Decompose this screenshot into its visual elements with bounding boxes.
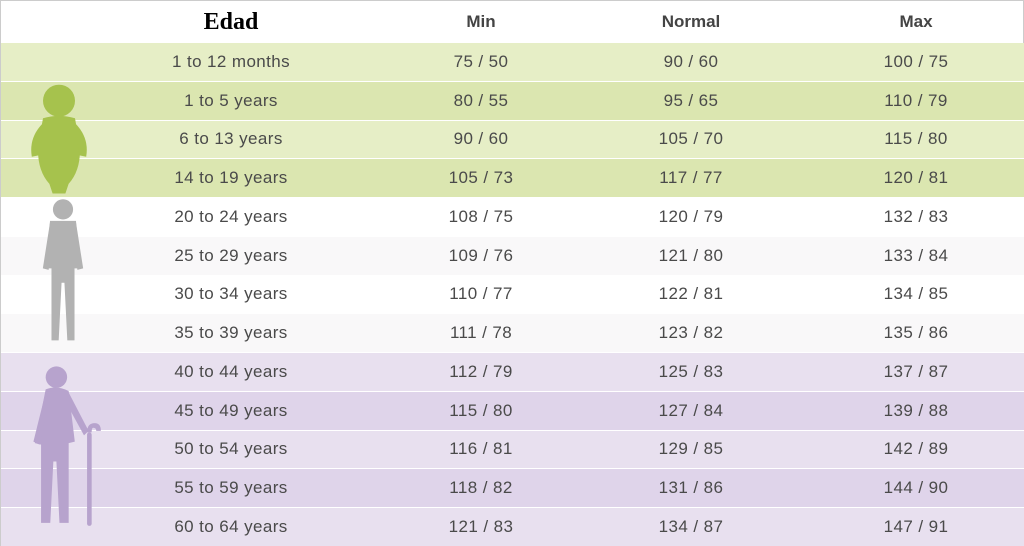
cell-max: 142 / 89 bbox=[841, 431, 991, 469]
cell-max: 120 / 81 bbox=[841, 159, 991, 197]
cell-min: 105 / 73 bbox=[411, 159, 551, 197]
cell-normal: 95 / 65 bbox=[611, 82, 771, 120]
cell-normal: 134 / 87 bbox=[611, 508, 771, 546]
cell-max: 110 / 79 bbox=[841, 82, 991, 120]
cell-min: 111 / 78 bbox=[411, 314, 551, 352]
cell-edad: 60 to 64 years bbox=[126, 508, 336, 546]
cell-max: 135 / 86 bbox=[841, 314, 991, 352]
cell-normal: 127 / 84 bbox=[611, 392, 771, 430]
cell-normal: 123 / 82 bbox=[611, 314, 771, 352]
cell-min: 109 / 76 bbox=[411, 237, 551, 275]
bp-age-table: Edad Min Normal Max 1 to 12 months 75 / 5… bbox=[1, 1, 1024, 546]
cell-max: 137 / 87 bbox=[841, 353, 991, 391]
cell-edad: 55 to 59 years bbox=[126, 469, 336, 507]
cell-min: 121 / 83 bbox=[411, 508, 551, 546]
cell-edad: 40 to 44 years bbox=[126, 353, 336, 391]
cell-normal: 129 / 85 bbox=[611, 431, 771, 469]
cell-max: 139 / 88 bbox=[841, 392, 991, 430]
table-row: 60 to 64 years 121 / 83 134 / 87 147 / 91 bbox=[1, 508, 1024, 546]
table-row: 35 to 39 years 111 / 78 123 / 82 135 / 86 bbox=[1, 314, 1024, 353]
cell-min: 118 / 82 bbox=[411, 469, 551, 507]
header-min: Min bbox=[411, 12, 551, 32]
table-row: 55 to 59 years 118 / 82 131 / 86 144 / 90 bbox=[1, 469, 1024, 508]
cell-max: 133 / 84 bbox=[841, 237, 991, 275]
cell-max: 134 / 85 bbox=[841, 276, 991, 314]
cell-edad: 35 to 39 years bbox=[126, 314, 336, 352]
table-row: 1 to 12 months 75 / 50 90 / 60 100 / 75 bbox=[1, 43, 1024, 82]
table-row: 40 to 44 years 112 / 79 125 / 83 137 / 87 bbox=[1, 353, 1024, 392]
cell-normal: 105 / 70 bbox=[611, 121, 771, 159]
cell-min: 116 / 81 bbox=[411, 431, 551, 469]
table-row: 30 to 34 years 110 / 77 122 / 81 134 / 85 bbox=[1, 276, 1024, 315]
cell-normal: 122 / 81 bbox=[611, 276, 771, 314]
table-row: 14 to 19 years 105 / 73 117 / 77 120 / 81 bbox=[1, 159, 1024, 198]
cell-edad: 50 to 54 years bbox=[126, 431, 336, 469]
cell-max: 132 / 83 bbox=[841, 198, 991, 236]
cell-edad: 20 to 24 years bbox=[126, 198, 336, 236]
cell-edad: 1 to 12 months bbox=[126, 43, 336, 81]
cell-min: 90 / 60 bbox=[411, 121, 551, 159]
table-header: Edad Min Normal Max bbox=[1, 1, 1024, 43]
cell-edad: 25 to 29 years bbox=[126, 237, 336, 275]
cell-normal: 121 / 80 bbox=[611, 237, 771, 275]
cell-edad: 6 to 13 years bbox=[126, 121, 336, 159]
cell-normal: 125 / 83 bbox=[611, 353, 771, 391]
table-row: 6 to 13 years 90 / 60 105 / 70 115 / 80 bbox=[1, 121, 1024, 160]
cell-normal: 120 / 79 bbox=[611, 198, 771, 236]
cell-normal: 131 / 86 bbox=[611, 469, 771, 507]
cell-min: 115 / 80 bbox=[411, 392, 551, 430]
header-edad: Edad bbox=[126, 9, 336, 36]
header-normal: Normal bbox=[611, 12, 771, 32]
cell-min: 75 / 50 bbox=[411, 43, 551, 81]
table-row: 20 to 24 years 108 / 75 120 / 79 132 / 83 bbox=[1, 198, 1024, 237]
cell-normal: 90 / 60 bbox=[611, 43, 771, 81]
cell-edad: 1 to 5 years bbox=[126, 82, 336, 120]
cell-edad: 14 to 19 years bbox=[126, 159, 336, 197]
table-row: 1 to 5 years 80 / 55 95 / 65 110 / 79 bbox=[1, 82, 1024, 121]
cell-max: 144 / 90 bbox=[841, 469, 991, 507]
cell-min: 110 / 77 bbox=[411, 276, 551, 314]
cell-edad: 30 to 34 years bbox=[126, 276, 336, 314]
table-row: 25 to 29 years 109 / 76 121 / 80 133 / 84 bbox=[1, 237, 1024, 276]
cell-max: 115 / 80 bbox=[841, 121, 991, 159]
header-max: Max bbox=[841, 12, 991, 32]
table-row: 45 to 49 years 115 / 80 127 / 84 139 / 88 bbox=[1, 392, 1024, 431]
cell-max: 147 / 91 bbox=[841, 508, 991, 546]
table-row: 50 to 54 years 116 / 81 129 / 85 142 / 89 bbox=[1, 431, 1024, 470]
cell-edad: 45 to 49 years bbox=[126, 392, 336, 430]
cell-min: 108 / 75 bbox=[411, 198, 551, 236]
cell-normal: 117 / 77 bbox=[611, 159, 771, 197]
cell-min: 80 / 55 bbox=[411, 82, 551, 120]
cell-min: 112 / 79 bbox=[411, 353, 551, 391]
cell-max: 100 / 75 bbox=[841, 43, 991, 81]
